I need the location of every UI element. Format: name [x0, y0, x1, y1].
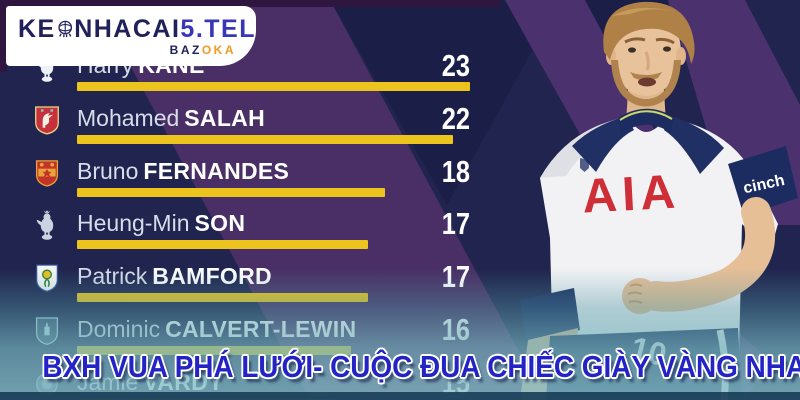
scorer-row-fernandes: Bruno FERNANDES 18: [0, 154, 500, 206]
brand-name-suffix: 5.TEL: [180, 14, 256, 43]
player-name: Bruno FERNANDES: [77, 158, 289, 185]
player-last-name: SALAH: [184, 105, 266, 131]
brand-name-middle: NHACAI: [74, 14, 181, 43]
caption-banner: BXH VUA PHÁ LƯỚI- CUỘC ĐUA CHIẾC GIÀY VÀ…: [0, 349, 800, 385]
player-last-name: SON: [194, 210, 246, 236]
player-first-name: Mohamed: [77, 105, 180, 131]
goals-bar: [77, 188, 385, 197]
brand-name-prefix: KE: [18, 14, 56, 43]
bottom-edge-band: [0, 392, 800, 400]
teal-overlay: [0, 268, 800, 400]
player-name: Mohamed SALAH: [77, 105, 265, 132]
goals-count: 17: [441, 206, 470, 241]
tottenham-badge-icon: [34, 210, 60, 240]
brand-name: KE NHACAI 5.TEL: [18, 14, 256, 43]
caption-text: BXH VUA PHÁ LƯỚI- CUỘC ĐUA CHIẾC GIÀY VÀ…: [42, 349, 800, 384]
brand-tagline-right: OKA: [201, 42, 236, 57]
brand-tagline: BAZOKA: [170, 44, 236, 56]
player-first-name: Heung-Min: [77, 210, 190, 236]
jersey-sponsor-text: AIA: [581, 166, 681, 224]
goals-count: 18: [441, 154, 470, 189]
goals-bar: [77, 240, 368, 249]
goals-bar: [77, 135, 453, 144]
goals-bar: [77, 82, 470, 91]
brand-logo-card: KE NHACAI 5.TEL BAZOKA: [6, 6, 256, 66]
brand-tagline-left: BAZ: [169, 42, 202, 57]
goals-count: 23: [441, 48, 470, 83]
player-last-name: FERNANDES: [143, 158, 290, 184]
goals-count: 22: [441, 101, 470, 136]
man-united-badge-icon: [34, 158, 60, 188]
scorer-row-salah: Mohamed SALAH 22: [0, 101, 500, 153]
scorer-row-son: Heung-Min SON 17: [0, 206, 500, 258]
liverpool-badge-icon: [34, 105, 60, 135]
player-first-name: Bruno: [77, 158, 139, 184]
globe-mascot-icon: [57, 18, 73, 41]
player-name: Heung-Min SON: [77, 210, 245, 237]
